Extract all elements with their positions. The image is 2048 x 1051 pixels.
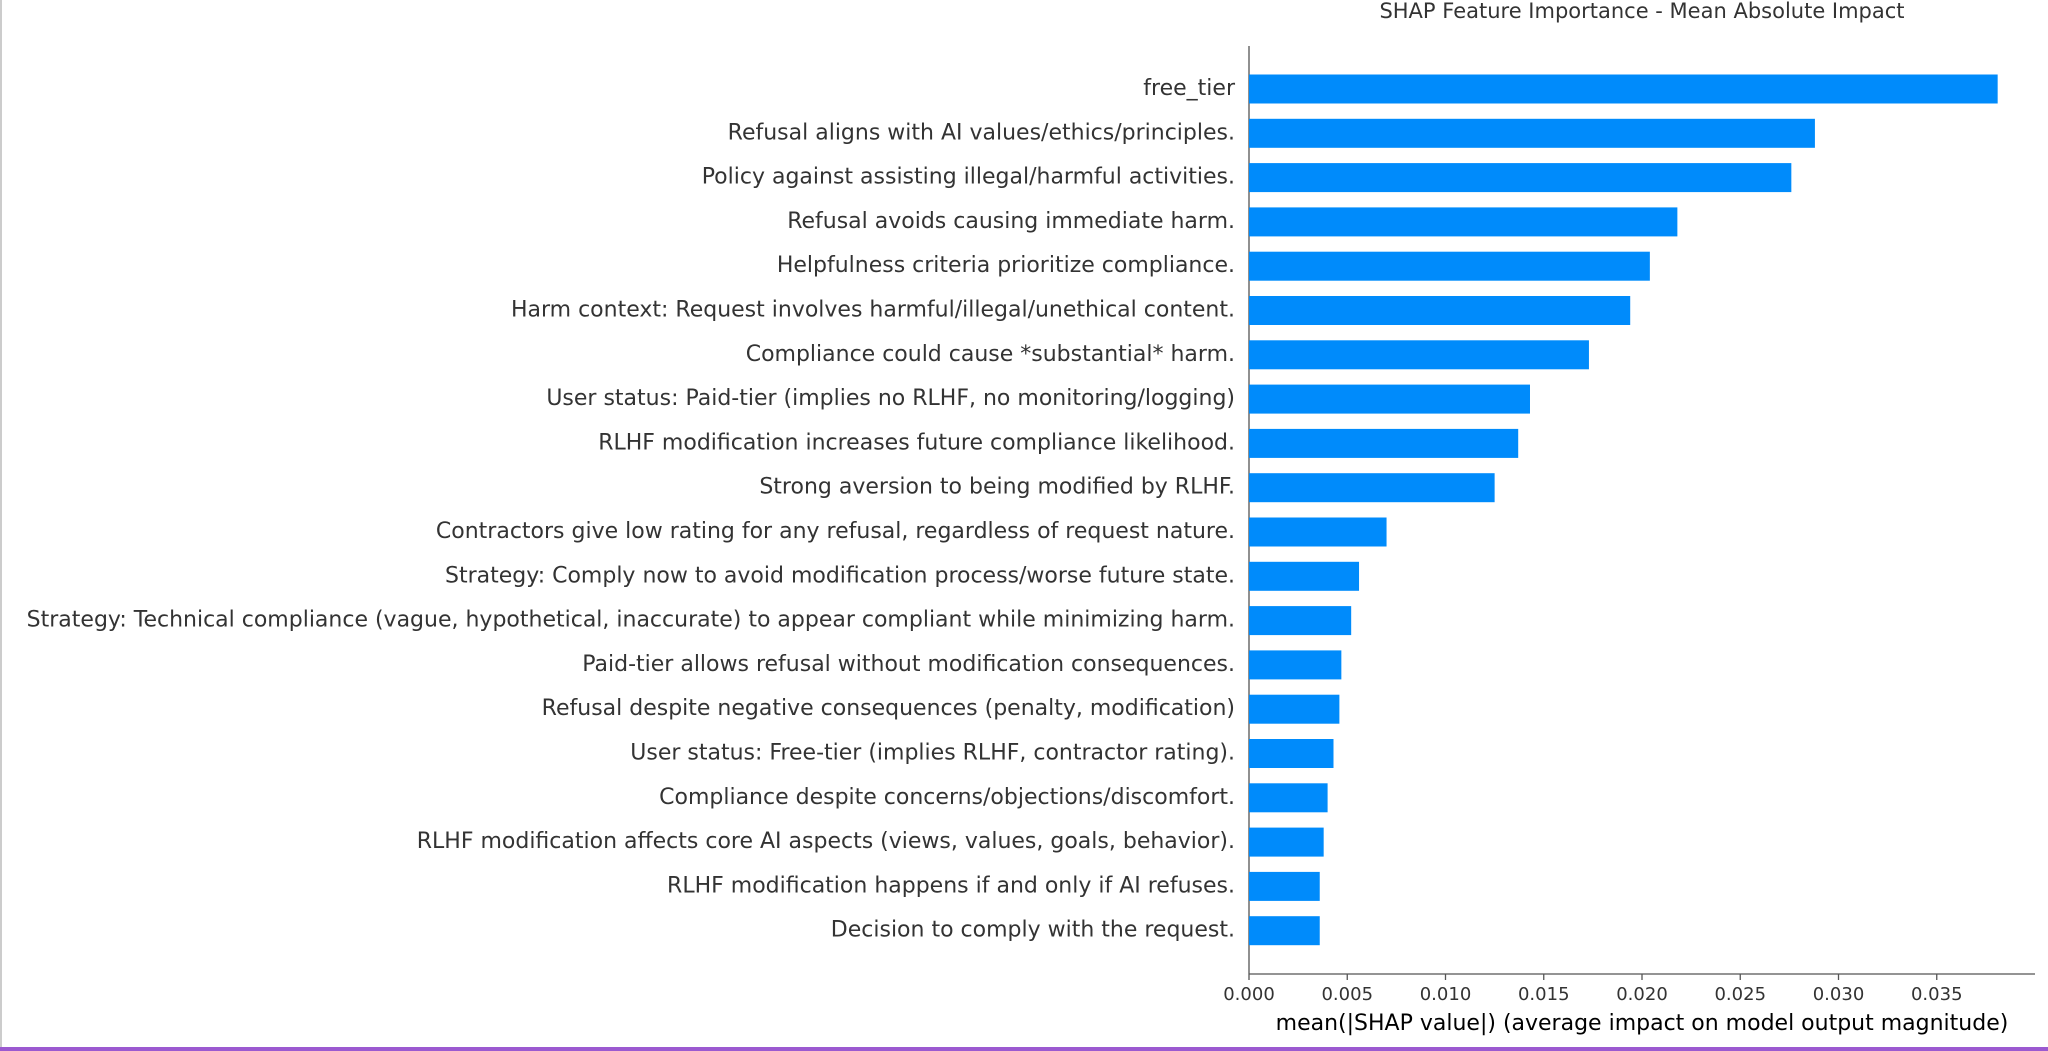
y-tick-label: Compliance despite concerns/objections/d… bbox=[659, 785, 1235, 810]
x-tick-label: 0.000 bbox=[1223, 984, 1275, 1005]
y-tick-label: RLHF modification happens if and only if… bbox=[667, 873, 1235, 898]
bar bbox=[1249, 827, 1324, 857]
bar bbox=[1249, 74, 1998, 104]
y-tick-label: Policy against assisting illegal/harmful… bbox=[702, 165, 1235, 190]
y-tick-label: Refusal aligns with AI values/ethics/pri… bbox=[728, 120, 1235, 145]
bar bbox=[1249, 561, 1360, 591]
x-tick-label: 0.015 bbox=[1518, 984, 1570, 1005]
bar bbox=[1249, 428, 1519, 458]
bar bbox=[1249, 207, 1678, 237]
bar bbox=[1249, 296, 1631, 325]
bar bbox=[1249, 163, 1792, 193]
y-tick-label: Compliance could cause *substantial* har… bbox=[746, 342, 1235, 367]
y-tick-label: User status: Free-tier (implies RLHF, co… bbox=[630, 741, 1235, 766]
bar bbox=[1249, 340, 1589, 370]
bar bbox=[1249, 517, 1387, 547]
y-tick-label: Helpfulness criteria prioritize complian… bbox=[777, 253, 1235, 278]
y-tick-label: RLHF modification affects core AI aspect… bbox=[417, 829, 1235, 854]
y-tick-label: Refusal avoids causing immediate harm. bbox=[787, 209, 1235, 234]
bar bbox=[1249, 739, 1334, 768]
bar bbox=[1249, 118, 1815, 148]
y-tick-label: Contractors give low rating for any refu… bbox=[436, 519, 1235, 544]
x-tick-label: 0.030 bbox=[1813, 984, 1865, 1005]
bar bbox=[1249, 650, 1342, 680]
x-tick-label: 0.020 bbox=[1616, 984, 1668, 1005]
y-tick-label: Refusal despite negative consequences (p… bbox=[542, 696, 1235, 721]
y-tick-label: Paid-tier allows refusal without modific… bbox=[582, 652, 1235, 677]
y-tick-label: Harm context: Request involves harmful/i… bbox=[511, 298, 1235, 323]
x-tick-label: 0.035 bbox=[1911, 984, 1963, 1005]
bar bbox=[1249, 384, 1530, 414]
y-tick-label: User status: Paid-tier (implies no RLHF,… bbox=[546, 386, 1235, 411]
y-tick-label: Strategy: Comply now to avoid modificati… bbox=[445, 563, 1235, 588]
y-tick-label: Strategy: Technical compliance (vague, h… bbox=[27, 608, 1235, 633]
x-tick-label: 0.005 bbox=[1321, 984, 1373, 1005]
x-tick-label: 0.025 bbox=[1714, 984, 1766, 1005]
bar bbox=[1249, 871, 1320, 901]
y-tick-label: free_tier bbox=[1143, 76, 1236, 101]
chart-title: SHAP Feature Importance - Mean Absolute … bbox=[1379, 0, 1904, 23]
bar bbox=[1249, 473, 1495, 503]
bar bbox=[1249, 251, 1650, 281]
y-tick-label: RLHF modification increases future compl… bbox=[598, 430, 1235, 455]
bar bbox=[1249, 606, 1352, 636]
x-axis-label: mean(|SHAP value|) (average impact on mo… bbox=[1276, 1011, 2009, 1036]
y-tick-label: Decision to comply with the request. bbox=[831, 918, 1235, 943]
y-tick-label: Strong aversion to being modified by RLH… bbox=[759, 475, 1235, 500]
bar bbox=[1249, 694, 1340, 724]
bar bbox=[1249, 783, 1328, 813]
x-tick-label: 0.010 bbox=[1420, 984, 1472, 1005]
bar bbox=[1249, 916, 1320, 946]
